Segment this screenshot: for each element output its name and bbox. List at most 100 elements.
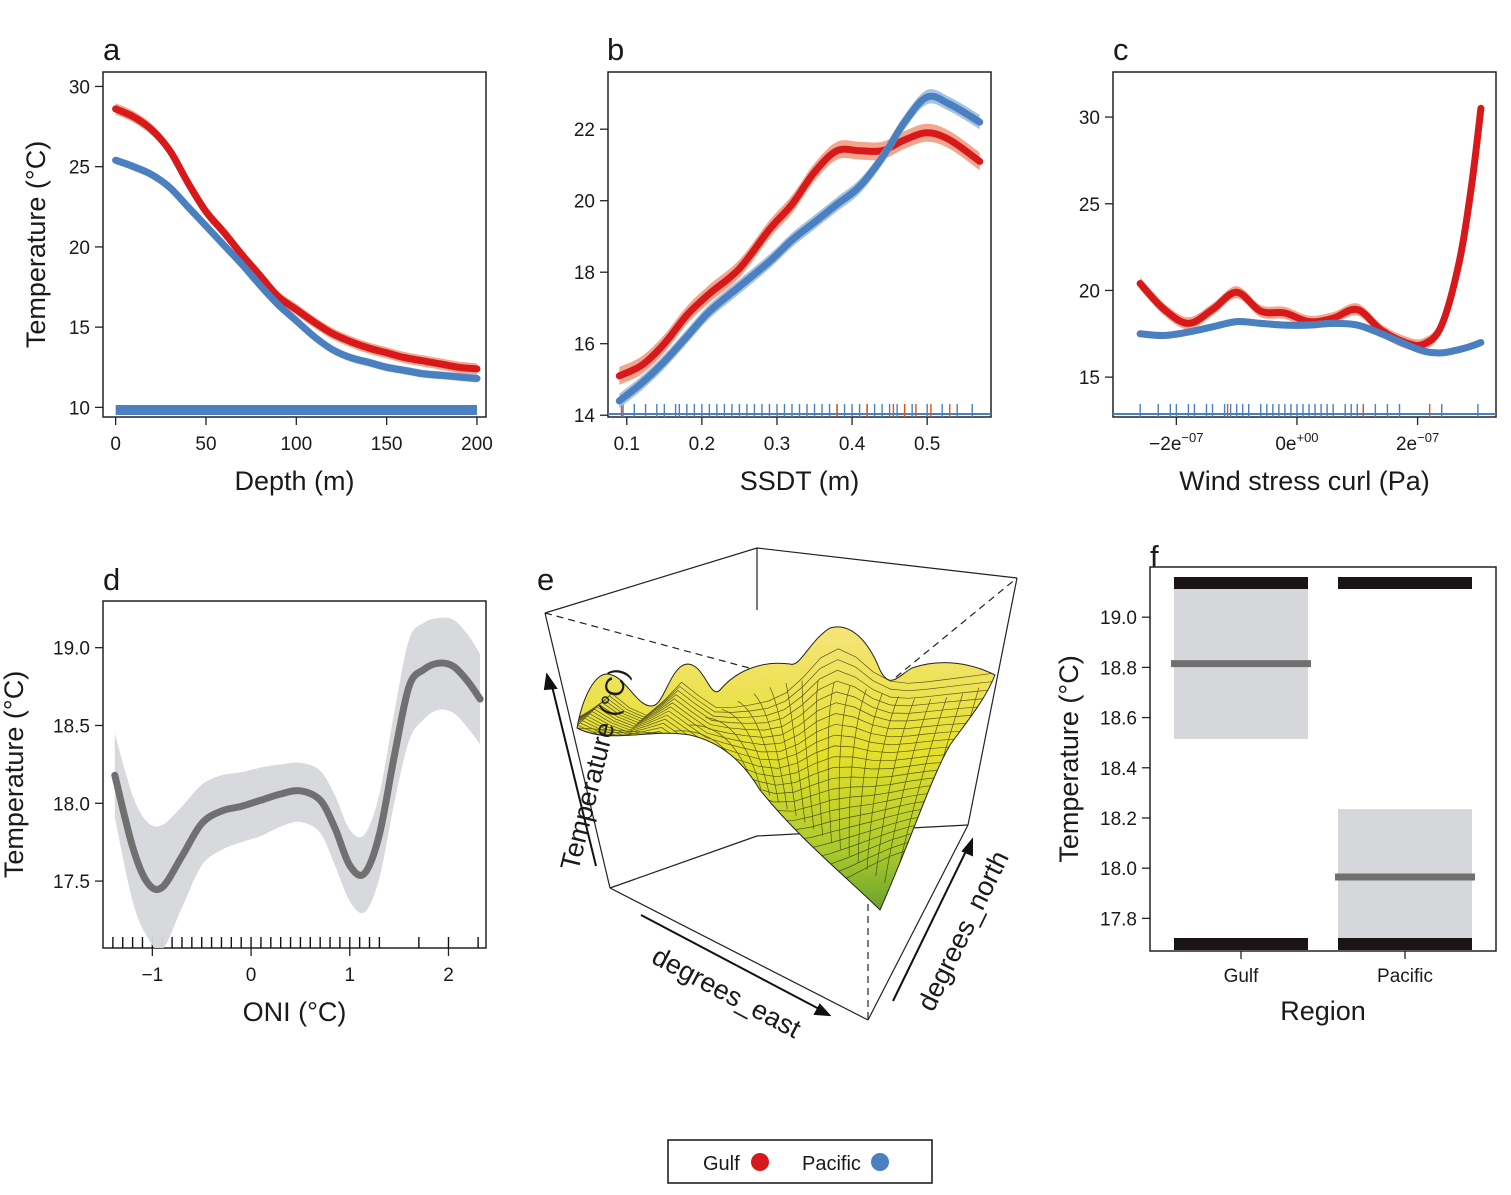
range-cap-top-pacific bbox=[1338, 577, 1472, 589]
mesh-line bbox=[577, 680, 995, 727]
y-tick-label: 20 bbox=[69, 238, 90, 259]
y-tick-label: 16 bbox=[574, 335, 595, 356]
series-line-gulf bbox=[112, 105, 481, 373]
legend: Gulf Pacific bbox=[667, 1139, 933, 1184]
mesh-line bbox=[753, 693, 788, 810]
panel-label-e: e bbox=[537, 562, 554, 597]
plot-area bbox=[112, 103, 481, 415]
mesh-line bbox=[827, 681, 835, 843]
mesh-line bbox=[801, 680, 815, 830]
panel-d: −1 0 1 2 17.5 18.0 18.5 19.0 ONI (°C) Temperature… bbox=[0, 600, 487, 1027]
plot-frame bbox=[1149, 566, 1497, 952]
y-tick-label: 18.4 bbox=[1100, 759, 1137, 780]
y-tick-label: 17.8 bbox=[1100, 909, 1137, 930]
mesh-line bbox=[848, 688, 867, 857]
legend-label-pacific: Pacific bbox=[802, 1153, 861, 1175]
y-tick-label: 18.5 bbox=[53, 716, 90, 737]
temperature-surface bbox=[576, 626, 996, 911]
mesh-line bbox=[689, 724, 753, 783]
confidence-band-gulf bbox=[1140, 102, 1481, 352]
y-axis-label: Temperature (°C) bbox=[1054, 655, 1084, 862]
range-cap-bottom-gulf bbox=[1174, 938, 1308, 950]
x-tick-label: 2e−07 bbox=[1396, 430, 1439, 455]
x-tick-label: −1 bbox=[142, 965, 164, 986]
mesh-line bbox=[705, 717, 762, 789]
surface-xlabel: degrees_east bbox=[647, 941, 806, 1045]
x-tick-label: 0.5 bbox=[914, 434, 940, 455]
panel-e-surface-plot: Temperature (°C) degrees_east degrees_no… bbox=[543, 547, 1018, 1045]
x-tick-label: 0.4 bbox=[839, 434, 866, 455]
series-line-pacific bbox=[615, 92, 984, 405]
x-axis-label: Depth (m) bbox=[234, 466, 354, 496]
series-line-oni-smooth bbox=[111, 659, 484, 894]
y-tick-label: 30 bbox=[69, 77, 90, 98]
mesh-line bbox=[785, 682, 806, 823]
plot-frame bbox=[1112, 71, 1497, 418]
mesh-line bbox=[577, 718, 995, 786]
plot-area bbox=[608, 89, 991, 417]
y-tick-label: 10 bbox=[69, 398, 90, 419]
panel-c: −2e−07 0e+00 2e−07 15 20 25 30 Wind stress curl… bbox=[1079, 71, 1497, 496]
range-cap-top-gulf bbox=[1174, 577, 1308, 589]
x-tick-label: 0.1 bbox=[614, 434, 640, 455]
series-line-gulf bbox=[1136, 104, 1485, 350]
y-tick-label: 18.0 bbox=[53, 794, 90, 815]
y-tick-label: 25 bbox=[1079, 195, 1100, 216]
y-tick-label: 18.6 bbox=[1100, 709, 1137, 730]
x-tick-label: 1 bbox=[344, 965, 355, 986]
mesh-line bbox=[577, 711, 995, 761]
y-tick-label: 25 bbox=[69, 158, 90, 179]
rug-pacific bbox=[115, 405, 477, 415]
panel-b: 0.1 0.2 0.3 0.4 0.5 14 16 18 20 22 SSDT (m) bbox=[574, 71, 992, 496]
panel-a: 0 50 100 150 200 10 15 20 25 30 Depth (m) Temperatu… bbox=[21, 71, 493, 496]
x-axis-label: ONI (°C) bbox=[243, 997, 347, 1027]
x-tick-label: 0.2 bbox=[689, 434, 715, 455]
mesh-line bbox=[875, 698, 915, 877]
mesh-line bbox=[577, 715, 995, 778]
x-tick-label: −2e−07 bbox=[1149, 430, 1203, 455]
series-line-pacific bbox=[112, 156, 481, 382]
y-tick-label: 19.0 bbox=[1100, 608, 1137, 629]
y-tick-label: 15 bbox=[1079, 368, 1100, 389]
legend-swatch-pacific bbox=[871, 1153, 889, 1171]
plot-area bbox=[1113, 102, 1496, 417]
panel-label-c: c bbox=[1113, 32, 1129, 67]
x-axis-label: Wind stress curl (Pa) bbox=[1179, 466, 1430, 496]
confidence-band-pacific bbox=[619, 89, 980, 409]
panel-label-b: b bbox=[607, 32, 624, 67]
plot-frame bbox=[102, 71, 487, 418]
plot-frame bbox=[102, 600, 487, 949]
x-tick-label-gulf: Gulf bbox=[1224, 966, 1260, 987]
x-tick-label: 50 bbox=[195, 434, 216, 455]
x-tick-label: 0 bbox=[110, 434, 121, 455]
panel-label-d: d bbox=[103, 562, 120, 597]
y-tick-label: 22 bbox=[574, 120, 595, 141]
x-tick-label-pacific: Pacific bbox=[1377, 966, 1433, 987]
mesh-line bbox=[884, 698, 932, 884]
mesh-line bbox=[815, 680, 824, 836]
confidence-band-gulf bbox=[115, 103, 477, 375]
panel-label-f: f bbox=[1150, 539, 1159, 574]
mesh-line bbox=[577, 691, 995, 731]
y-tick-label: 18 bbox=[574, 263, 595, 284]
y-tick-label: 18.0 bbox=[1100, 859, 1137, 880]
x-tick-label: 0.3 bbox=[764, 434, 790, 455]
x-axis-label: SSDT (m) bbox=[740, 466, 860, 496]
series-line-gulf bbox=[615, 129, 984, 380]
confidence-band-oni-smooth bbox=[114, 617, 481, 948]
mesh-line bbox=[866, 696, 899, 870]
confidence-band-gulf bbox=[619, 123, 980, 385]
y-tick-label: 15 bbox=[69, 318, 90, 339]
mesh-line bbox=[577, 702, 995, 738]
mesh-line bbox=[857, 692, 883, 863]
x-tick-label: 150 bbox=[371, 434, 403, 455]
mesh-line bbox=[577, 713, 995, 769]
y-tick-label: 30 bbox=[1079, 108, 1100, 129]
panel-label-a: a bbox=[103, 32, 121, 67]
y-tick-label: 19.0 bbox=[53, 639, 90, 660]
mesh-line bbox=[609, 734, 708, 749]
legend-swatch-gulf bbox=[751, 1153, 769, 1171]
y-axis-label: Temperature (°C) bbox=[21, 141, 51, 348]
range-cap-bottom-pacific bbox=[1338, 938, 1472, 950]
